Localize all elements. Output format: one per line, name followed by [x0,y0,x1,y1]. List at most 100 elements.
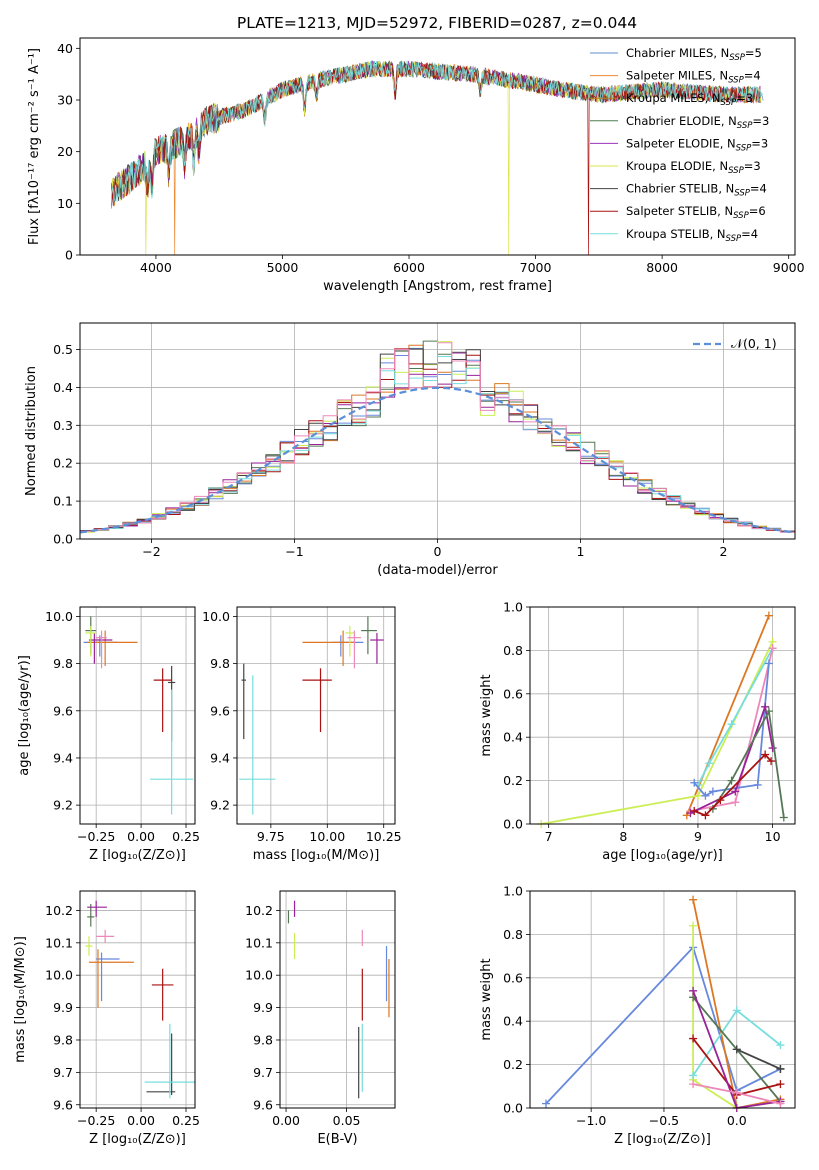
age-weight-point-marker [779,813,788,822]
z-age-errorbar [85,625,97,657]
age-weight-axes: 7 8 9 10 0.0 0.2 0.4 0.6 0.8 1.0 age [log₁₀(age/yr… [479,600,795,863]
spectrum-ylabel: Flux [fλ10⁻¹⁷ erg cm⁻² s⁻¹ A⁻¹] [27,48,42,245]
z-weight-ytick-label: 0.4 [503,1014,523,1029]
residuals-ytick-label: 0.5 [53,342,73,357]
z-weight-point-marker [689,895,698,904]
z-age-xtick-label: 0.00 [127,829,155,844]
z-mass-ytick-label: 10.2 [45,903,73,918]
mass-age-xtick-label: 9.75 [257,829,285,844]
age-weight-ylabel: mass weight [479,674,494,756]
mass-age-errorbar [347,630,362,669]
z-weight-ytick-label: 0.6 [503,970,523,985]
spectrum-xtick-label: 7000 [520,260,552,275]
z-age-frame [79,606,196,825]
z-mass-errorbar [151,968,174,1021]
age-weight-point-marker [764,707,773,716]
spectrum-xtick-label: 4000 [140,260,172,275]
ebv-mass-ytick-label: 9.9 [253,1000,273,1015]
residuals-xtick-label: −2 [142,544,160,559]
spectrum-ytick-label: 40 [57,41,73,56]
age-weight-point-marker [731,798,740,807]
ebv-mass-ytick-label: 9.7 [253,1065,273,1080]
spectrum-xtick-label: 9000 [773,260,805,275]
age-weight-ytick-label: 0.2 [503,773,523,788]
residuals-legend-label: 𝒩(0, 1) [731,336,777,351]
z-weight-xlabel: Z [log₁₀(Z/Z⊙)] [614,1132,711,1147]
age-weight-series-line [712,708,785,818]
z-weight-ytick-label: 0.2 [503,1057,523,1072]
mass-age-errorbar [302,630,355,666]
ebv-mass-xtick-label: 0.05 [333,1113,361,1128]
age-weight-ytick-label: 0.8 [503,643,523,658]
age-weight-point-marker [690,778,699,787]
age-weight-point-marker [768,744,777,753]
age-weight-xtick-label: 10 [765,829,781,844]
spectrum-ytick-label: 30 [57,93,73,108]
z-age-xlabel: Z [log₁₀(Z/Z⊙)] [89,848,186,863]
residuals-normal-curve [79,386,796,534]
age-weight-point-marker [690,806,699,815]
age-weight-xtick-label: 9 [694,829,702,844]
z-mass-ytick-label: 9.6 [53,1097,73,1112]
spectrum-legend-label: Chabrier MILES, NSSP=5 [626,46,762,63]
spectrum-xtick-label: 5000 [267,260,299,275]
z-weight-point-marker [776,1080,785,1089]
spectrum-legend-label: Kroupa STELIB, NSSP=4 [626,227,758,244]
spectrum-legend-label: Salpeter STELIB, NSSP=6 [626,204,766,221]
age-weight-point-marker [727,776,736,785]
ebv-mass-ytick-label: 10.1 [245,935,273,950]
z-age-axes: −0.25 0.00 0.25 9.2 9.4 9.6 9.8 10.0 Z [log₁₀(Z/… [17,607,200,863]
z-mass-frame [79,890,196,1109]
z-mass-xtick-label: −0.25 [77,1113,115,1128]
ebv-mass-xtick-label: 0.00 [272,1113,300,1128]
z-mass-ylabel: mass [log₁₀(M/M⊙)] [13,936,28,1063]
spectrum-legend-label: Kroupa MILES, NSSP=3 [626,91,753,108]
age-weight-point-marker [701,811,710,820]
ebv-mass-ytick-label: 9.6 [253,1097,273,1112]
mass-age-xtick-label: 10.25 [366,829,402,844]
z-mass-errorbar [96,929,115,943]
z-weight-ytick-label: 1.0 [503,884,523,899]
z-weight-xtick-label: −1.0 [576,1113,606,1128]
age-weight-point-marker [708,787,717,796]
residuals-ytick-label: 0.0 [53,532,73,547]
residuals-ytick-label: 0.2 [53,456,73,471]
age-weight-point-marker [753,780,762,789]
age-weight-point-marker [693,791,702,800]
residuals-xlabel: (data-model)/error [377,563,498,578]
z-age-ytick-label: 9.2 [53,798,73,813]
ebv-mass-frame [279,890,396,1109]
z-weight-ylabel: mass weight [479,958,494,1040]
spectrum-legend-label: Chabrier ELODIE, NSSP=3 [626,114,769,131]
z-weight-ytick-label: 0.0 [503,1101,523,1116]
age-weight-point-marker [731,787,740,796]
z-mass-ytick-label: 9.7 [53,1065,73,1080]
z-weight-point-marker [732,1006,741,1015]
z-weight-point-marker [776,1064,785,1073]
z-mass-xlabel: Z [log₁₀(Z/Z⊙)] [89,1132,186,1147]
age-weight-point-marker [761,750,770,759]
age-weight-point-marker [727,720,736,729]
z-mass-errorbar [85,936,93,956]
residuals-ytick-label: 0.3 [53,418,73,433]
ebv-mass-ytick-label: 9.8 [253,1032,273,1047]
mass-age-xlabel: mass [log₁₀(M/M⊙)] [253,848,380,863]
z-age-xtick-label: −0.25 [77,829,115,844]
residuals-ytick-label: 0.1 [53,494,73,509]
mass-age-ytick-label: 10.0 [202,609,230,624]
z-age-ytick-label: 9.6 [53,703,73,718]
figure-title: PLATE=1213, MJD=52972, FIBERID=0287, z=0… [237,14,637,32]
spectrum-legend-label: Chabrier STELIB, NSSP=4 [626,182,767,199]
mass-age-ytick-label: 9.2 [210,798,230,813]
age-weight-xtick-label: 7 [545,829,553,844]
z-mass-ytick-label: 10.1 [45,935,73,950]
residuals-frame [79,322,796,540]
spectrum-frame [79,37,796,256]
z-age-errorbar [150,689,194,815]
spectrum-xtick-label: 6000 [393,260,425,275]
z-mass-errorbar [96,952,120,1002]
age-weight-point-marker [764,659,773,668]
age-weight-ytick-label: 0.6 [503,686,523,701]
z-weight-point-marker [776,1041,785,1050]
z-weight-xtick-label: 0.0 [727,1113,747,1128]
